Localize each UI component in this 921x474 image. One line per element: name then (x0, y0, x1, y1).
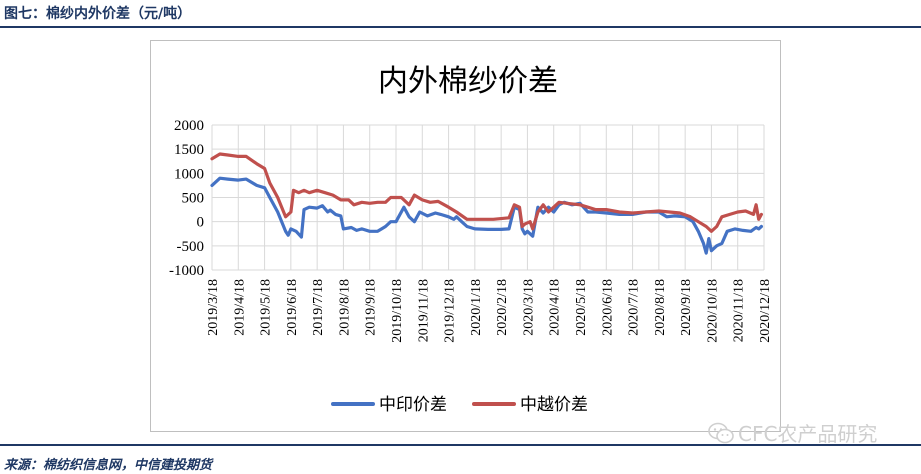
x-tick-label: 2019/8/18 (337, 279, 352, 336)
watermark-text: CFC农产品研究 (738, 422, 878, 446)
x-tick-label: 2019/12/18 (443, 279, 458, 343)
x-tick-label: 2020/5/18 (574, 279, 589, 336)
y-tick-label: 2000 (174, 118, 204, 134)
x-tick-label: 2019/10/18 (390, 279, 405, 343)
figure-title: 图七：棉纱内外价差（元/吨） (4, 6, 192, 22)
legend-label-2: 中越价差 (520, 395, 588, 415)
y-tick-label: 1000 (174, 166, 204, 182)
x-tick-label: 2019/3/18 (206, 279, 221, 336)
x-tick-label: 2019/6/18 (285, 279, 300, 336)
series-line-1 (210, 176, 763, 255)
wechat-icon (708, 422, 734, 443)
line-chart: 内外棉纱价差 2000 1500 1000 500 0 -500 -10002019/3/18… (169, 64, 773, 415)
x-tick-label: 2020/1/18 (469, 279, 484, 336)
x-tick-label: 2020/6/18 (600, 279, 615, 336)
x-tick-label: 2020/10/18 (705, 279, 720, 343)
x-tick-label: 2019/7/18 (311, 279, 326, 336)
y-tick-label: -500 (177, 239, 205, 255)
x-tick-label: 2019/4/18 (232, 279, 247, 336)
x-tick-label: 2019/11/18 (416, 279, 431, 342)
watermark: CFC农产品研究 (708, 418, 877, 447)
chart-title: 内外棉纱价差 (378, 64, 558, 99)
x-tick-label: 2020/12/18 (758, 279, 773, 343)
figure-header: 图七：棉纱内外价差（元/吨） (0, 0, 921, 28)
x-tick-label: 2020/8/18 (653, 279, 668, 336)
x-tick-label: 2020/11/18 (732, 279, 747, 342)
x-tick-label: 2020/7/18 (627, 279, 642, 336)
x-tick-label: 2019/5/18 (259, 279, 274, 336)
y-tick-label: 0 (197, 215, 205, 231)
x-tick-label: 2019/9/18 (364, 279, 379, 336)
x-tick-label: 2020/2/18 (495, 279, 510, 336)
figure-footer: 来源：棉纺织信息网，中信建投期货 (0, 444, 921, 474)
x-tick-label: 2020/9/18 (679, 279, 694, 336)
y-tick-label: 1500 (174, 142, 204, 158)
y-tick-label: 500 (182, 191, 205, 207)
x-tick-label: 2020/4/18 (548, 279, 563, 336)
chart-frame: 内外棉纱价差 2000 1500 1000 500 0 -500 -1000 2019/3/18… (150, 40, 781, 432)
figure-source: 来源：棉纺织信息网，中信建投期货 (4, 458, 213, 473)
legend-label-1: 中印价差 (379, 395, 447, 415)
y-tick-label: -1000 (169, 263, 204, 279)
x-tick-label: 2020/3/18 (521, 279, 536, 336)
series-line-2 (210, 152, 763, 233)
